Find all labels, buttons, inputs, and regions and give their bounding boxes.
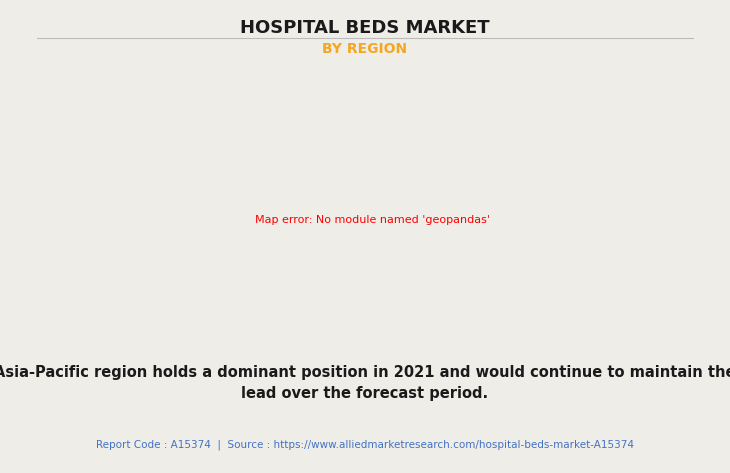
Text: Asia-Pacific region holds a dominant position in 2021 and would continue to main: Asia-Pacific region holds a dominant pos… bbox=[0, 365, 730, 401]
Text: BY REGION: BY REGION bbox=[323, 42, 407, 56]
Text: HOSPITAL BEDS MARKET: HOSPITAL BEDS MARKET bbox=[240, 19, 490, 37]
Text: Map error: No module named 'geopandas': Map error: No module named 'geopandas' bbox=[255, 215, 490, 225]
Text: Report Code : A15374  |  Source : https://www.alliedmarketresearch.com/hospital-: Report Code : A15374 | Source : https://… bbox=[96, 439, 634, 450]
